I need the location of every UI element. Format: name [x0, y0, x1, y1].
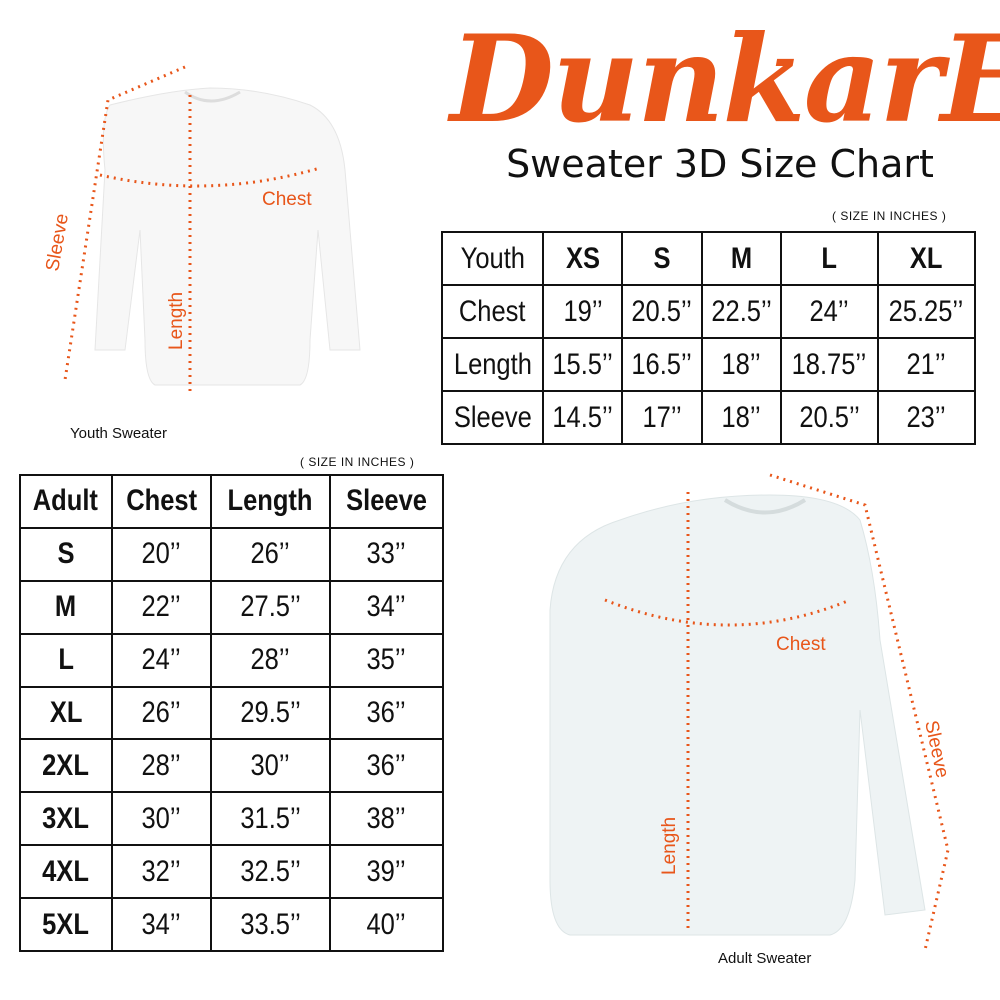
table-cell: 38’’: [366, 801, 407, 835]
table-cell: 26’’: [250, 537, 291, 571]
youth-size-unit-note: ( SIZE IN INCHES ): [832, 209, 947, 223]
header-cell: Chest: [125, 484, 197, 518]
header-cell: Length: [227, 484, 313, 518]
table-cell: 18’’: [721, 347, 761, 381]
table-cell: 24’’: [809, 294, 849, 328]
table-cell: 40’’: [366, 907, 407, 941]
table-cell: 27.5’’: [240, 590, 301, 624]
table-cell: 39’’: [366, 854, 407, 888]
brand-logo: DunkarE: [450, 9, 1000, 150]
table-cell: 36’’: [366, 748, 407, 782]
table-cell: 18’’: [721, 400, 761, 434]
table-row: 5XL 34’’ 33.5’’ 40’’: [19, 897, 445, 952]
table-header-row: Youth XS S M L XL: [440, 231, 977, 286]
table-cell: 14.5’’: [552, 400, 614, 434]
table-cell: 24’’: [141, 643, 181, 677]
table-cell: 34’’: [366, 590, 407, 624]
table-cell: 25.25’’: [889, 294, 964, 328]
table-cell: 17’’: [642, 400, 682, 434]
table-cell: 22.5’’: [710, 294, 772, 328]
header-cell: Adult: [33, 484, 99, 518]
row-label: XL: [49, 695, 83, 729]
table-cell: 15.5’’: [552, 347, 614, 381]
table-cell: 16.5’’: [631, 347, 693, 381]
row-label: 5XL: [42, 907, 90, 941]
table-cell: 26’’: [141, 695, 181, 729]
header-cell: M: [730, 241, 752, 275]
table-cell: 32’’: [141, 854, 181, 888]
adult-size-table: Adult Chest Length Sleeve S 20’’ 26’’ 33’’ M…: [19, 474, 445, 952]
row-label: Sleeve: [453, 400, 532, 434]
table-cell: 36’’: [366, 695, 407, 729]
row-label: S: [57, 537, 75, 571]
row-label: M: [55, 590, 77, 624]
table-row: 2XL 28’’ 30’’ 36’’: [19, 738, 445, 794]
youth-chest-label: Chest: [262, 189, 312, 210]
table-row: Length 15.5’’ 16.5’’ 18’’ 18.75’’ 21’’: [440, 337, 977, 392]
youth-length-label: Length: [166, 292, 187, 350]
youth-sleeve-label: Sleeve: [42, 212, 73, 273]
header-cell: Sleeve: [346, 484, 427, 518]
row-label: L: [58, 643, 74, 677]
header-cell: L: [821, 241, 838, 275]
table-row: Sleeve 14.5’’ 17’’ 18’’ 20.5’’ 23’’: [440, 390, 977, 445]
table-cell: 23’’: [906, 400, 947, 434]
header-cell: Youth: [460, 241, 525, 275]
table-cell: 20.5’’: [631, 294, 693, 328]
youth-sweater-illustration: Chest Length Sleeve: [42, 65, 361, 395]
row-label: Chest: [459, 294, 526, 328]
table-header-row: Adult Chest Length Sleeve: [19, 474, 445, 529]
table-row: L 24’’ 28’’ 35’’: [19, 632, 445, 688]
table-cell: 32.5’’: [240, 854, 301, 888]
header-cell: XS: [565, 241, 600, 275]
table-cell: 30’’: [250, 748, 291, 782]
table-cell: 31.5’’: [240, 801, 301, 835]
adult-chest-label: Chest: [776, 634, 826, 655]
adult-size-unit-note: ( SIZE IN INCHES ): [300, 455, 415, 469]
table-cell: 21’’: [906, 347, 947, 381]
page-title: Sweater 3D Size Chart: [506, 142, 934, 186]
table-cell: 20.5’’: [798, 400, 860, 434]
row-label: 4XL: [42, 854, 90, 888]
row-label: Length: [453, 347, 532, 381]
table-row: 3XL 30’’ 31.5’’ 38’’: [19, 791, 445, 847]
table-row: XL 26’’ 29.5’’ 36’’: [19, 685, 445, 741]
table-cell: 18.75’’: [791, 347, 867, 381]
row-label: 2XL: [42, 748, 90, 782]
table-cell: 28’’: [141, 748, 181, 782]
table-cell: 34’’: [141, 907, 181, 941]
youth-sweater-label: Youth Sweater: [70, 425, 168, 442]
table-row: 4XL 32’’ 32.5’’ 39’’: [19, 844, 445, 900]
table-cell: 28’’: [250, 643, 291, 677]
table-row: Chest 19’’ 20.5’’ 22.5’’ 24’’ 25.25’’: [440, 284, 977, 339]
table-cell: 29.5’’: [240, 695, 301, 729]
table-cell: 33’’: [366, 537, 407, 571]
adult-sweater-illustration: Chest Length Sleeve: [549, 473, 953, 951]
table-cell: 20’’: [141, 537, 181, 571]
table-row: S 20’’ 26’’ 33’’: [19, 526, 445, 582]
table-cell: 33.5’’: [240, 907, 301, 941]
row-label: 3XL: [42, 801, 90, 835]
table-row: M 22’’ 27.5’’ 34’’: [19, 579, 445, 635]
adult-sweater-label: Adult Sweater: [718, 950, 812, 967]
table-cell: 30’’: [141, 801, 181, 835]
youth-size-table: Youth XS S M L XL Chest 19’’ 20.5’’ 22.5’’ 2…: [440, 231, 977, 445]
adult-length-label: Length: [659, 817, 680, 875]
header-cell: S: [653, 241, 671, 275]
header-cell: XL: [910, 241, 943, 275]
table-cell: 22’’: [141, 590, 181, 624]
table-cell: 35’’: [366, 643, 407, 677]
table-cell: 19’’: [563, 294, 603, 328]
